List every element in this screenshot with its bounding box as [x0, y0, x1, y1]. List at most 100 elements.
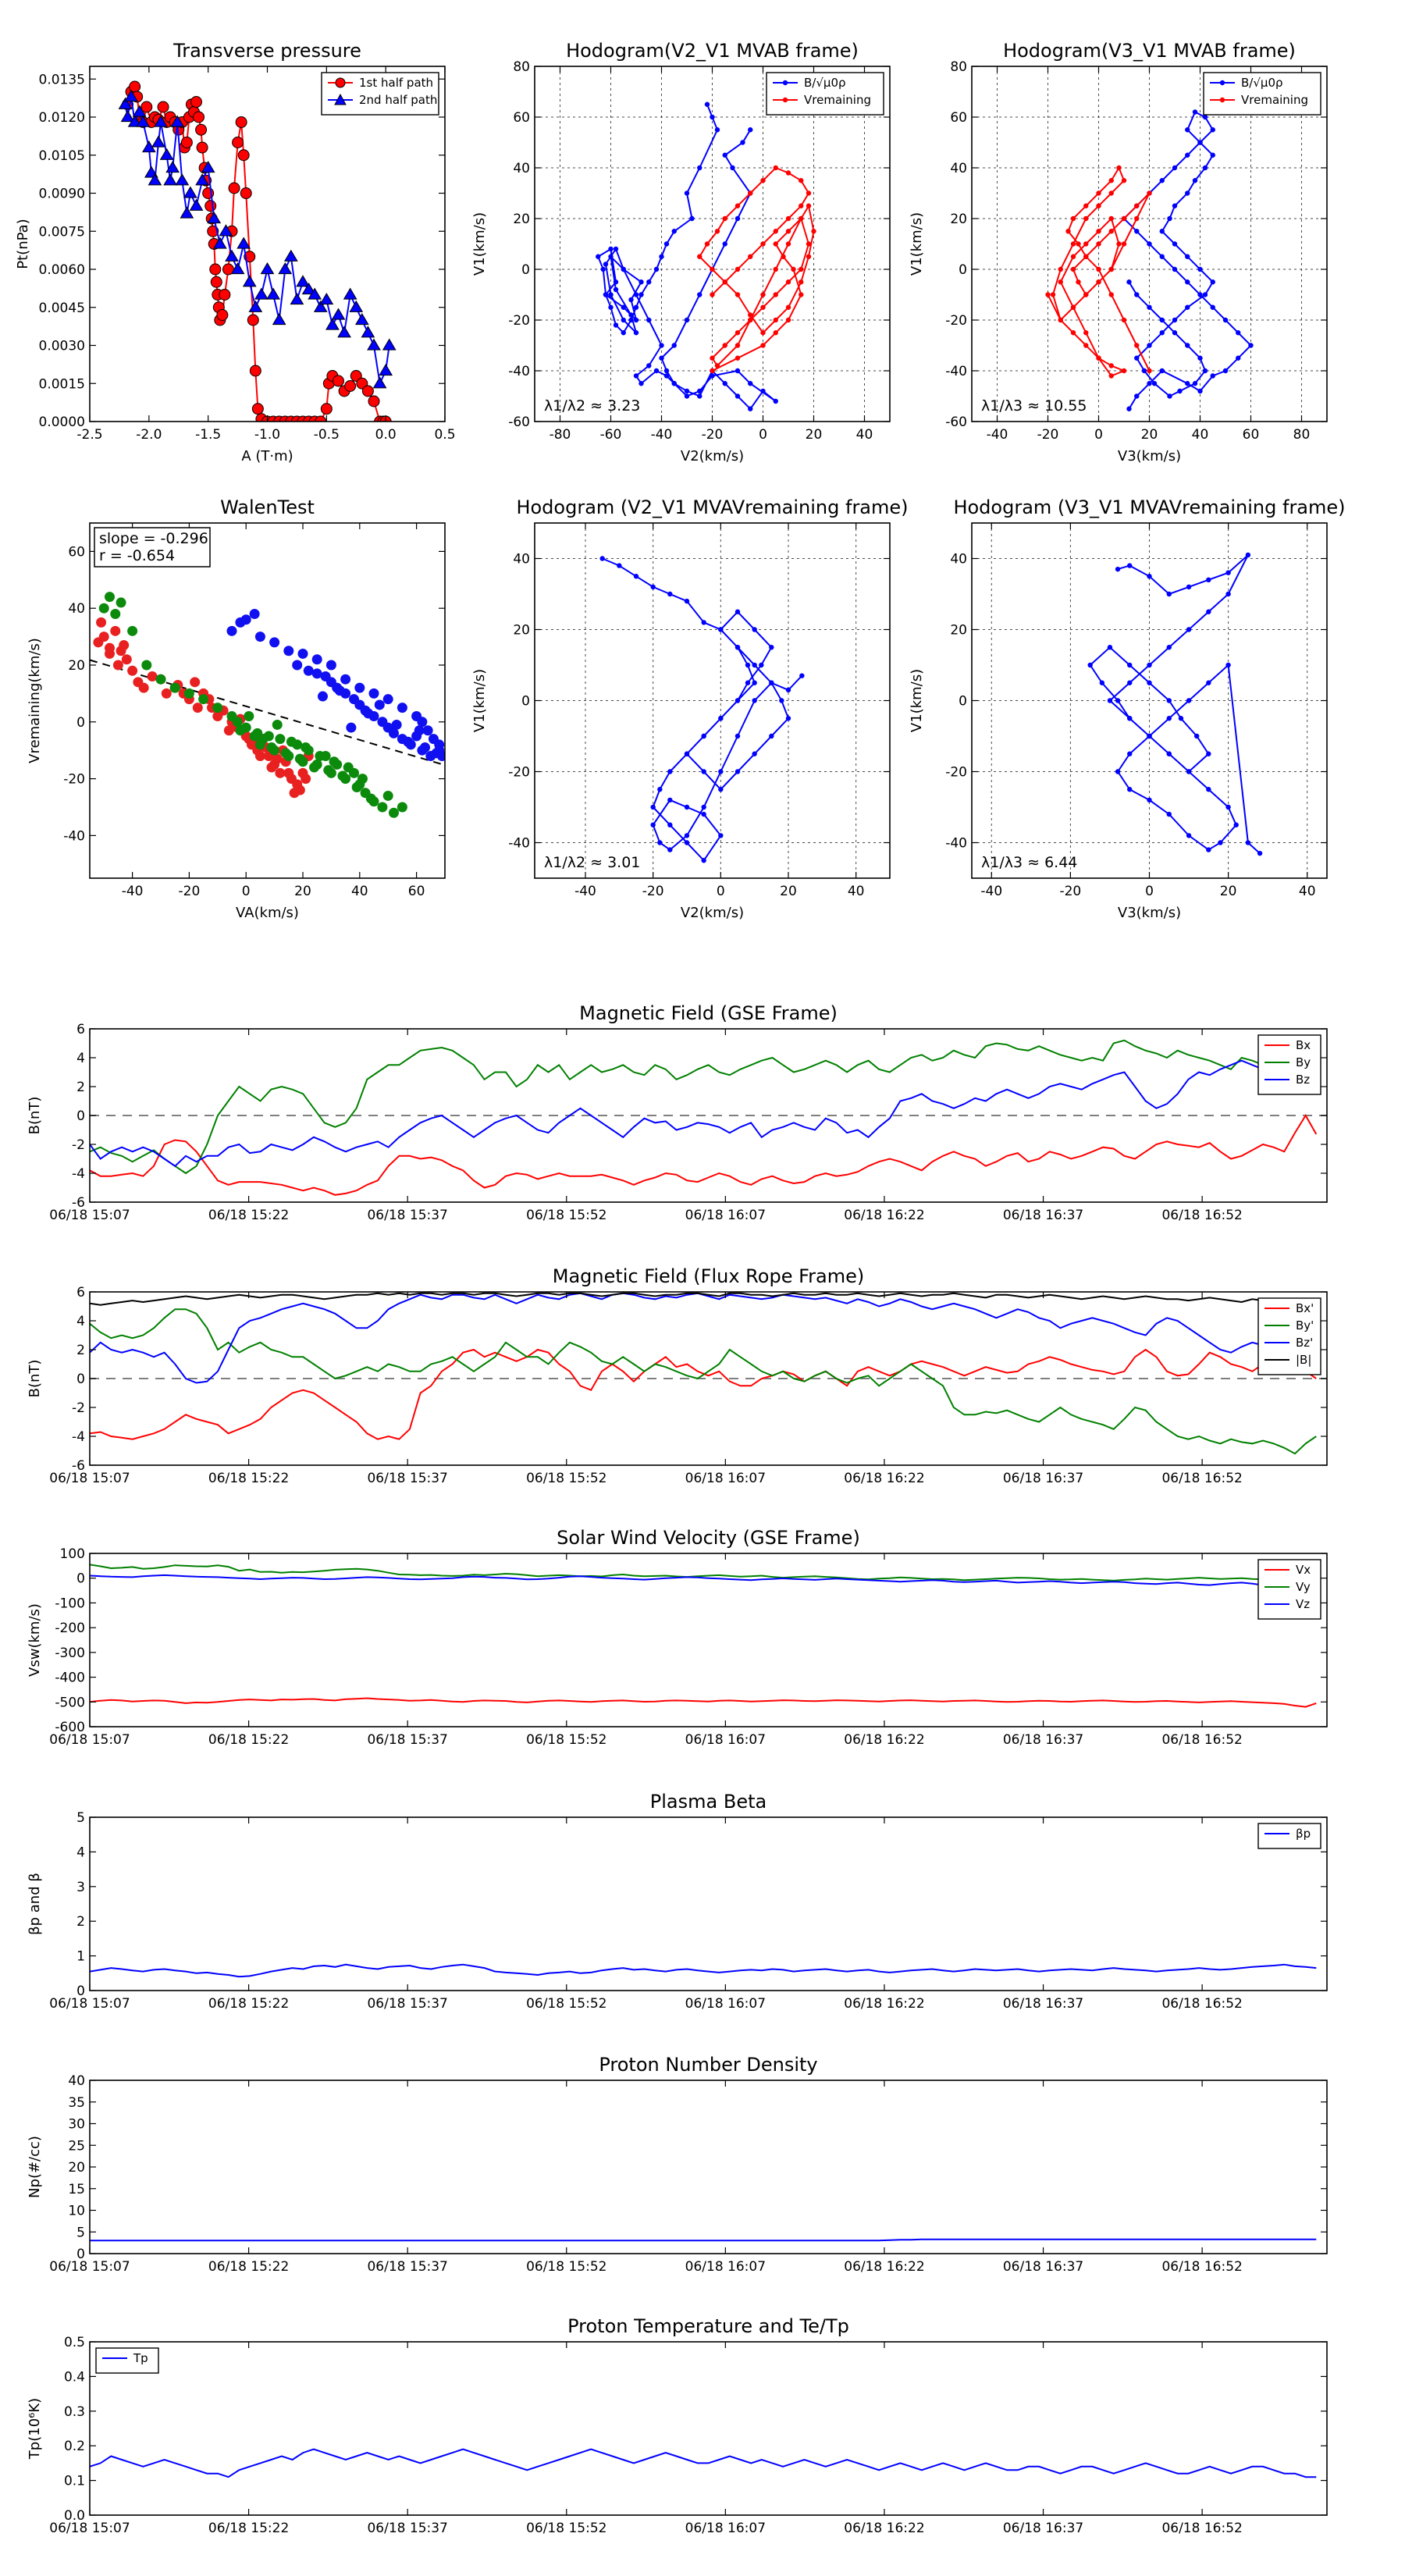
y-tick-label: 20	[950, 212, 967, 227]
data-point	[799, 203, 804, 208]
fit-line	[90, 659, 445, 767]
y-tick-label: 4	[76, 1051, 85, 1066]
data-point	[710, 368, 715, 374]
x-tick-label: 06/18 15:22	[208, 1732, 289, 1748]
y-tick-label: -6	[72, 1195, 85, 1211]
y-tick-label: -300	[55, 1646, 85, 1661]
data-point	[752, 662, 757, 668]
data-point	[1147, 680, 1152, 685]
data-point	[1058, 266, 1063, 272]
data-point	[1070, 330, 1076, 336]
data-point	[247, 314, 259, 326]
data-point	[760, 388, 766, 394]
data-point	[198, 694, 209, 705]
data-point	[1206, 787, 1211, 792]
data-point	[212, 703, 223, 713]
data-point	[1222, 368, 1229, 374]
data-point	[1096, 266, 1101, 272]
data-point	[1083, 215, 1089, 222]
data-point	[1236, 355, 1241, 361]
legend-label: Bx	[1296, 1038, 1311, 1052]
data-point	[382, 790, 393, 801]
y-tick-label: -20	[508, 313, 530, 329]
data-point	[650, 804, 656, 810]
data-point	[633, 304, 639, 310]
legend-marker	[782, 97, 788, 103]
plot-area	[90, 1292, 1318, 1455]
y-tick-label: 60	[68, 544, 85, 560]
data-point	[799, 266, 804, 272]
data-point	[769, 733, 774, 739]
y-tick-label: -400	[55, 1670, 85, 1686]
series-line	[90, 1039, 1317, 1175]
data-point	[1127, 662, 1133, 668]
data-point	[1045, 292, 1051, 297]
data-point	[1087, 662, 1093, 668]
series-line	[1089, 554, 1261, 854]
data-point	[600, 266, 606, 272]
data-point	[621, 330, 626, 336]
data-point	[628, 317, 634, 323]
data-point	[240, 614, 251, 625]
legend-label: By	[1296, 1055, 1311, 1069]
x-tick-label: 06/18 16:07	[685, 1471, 766, 1486]
x-tick-label: 06/18 15:37	[367, 1471, 447, 1486]
panel-title: Proton Number Density	[599, 2054, 817, 2076]
data-point	[1218, 840, 1223, 845]
data-point	[116, 597, 126, 608]
data-point	[773, 241, 778, 247]
y-tick-label: 0.0105	[39, 148, 85, 164]
data-point	[1096, 355, 1101, 361]
data-point	[659, 254, 664, 259]
y-axis-label: B(nT)	[27, 1097, 43, 1135]
y-tick-label: 0.4	[64, 2369, 85, 2385]
series-b	[90, 1292, 1317, 1306]
data-point	[684, 317, 690, 323]
y-tick-label: 0.0120	[39, 110, 85, 126]
axes-frame	[89, 2080, 1328, 2254]
data-point	[1108, 363, 1114, 368]
data-point	[1166, 716, 1172, 721]
data-point	[621, 304, 626, 310]
data-point	[388, 807, 399, 818]
series-line	[602, 557, 803, 862]
data-point	[1065, 229, 1071, 234]
data-point	[722, 343, 727, 348]
x-tick-label: -0.5	[314, 427, 340, 443]
data-point	[313, 300, 328, 312]
data-point	[748, 317, 753, 323]
data-point	[1083, 343, 1089, 348]
panel-title: Solar Wind Velocity (GSE Frame)	[557, 1527, 860, 1549]
data-point	[110, 608, 121, 619]
y-tick-label: 80	[950, 59, 967, 75]
y-tick-label: 0.0045	[39, 301, 85, 316]
data-point	[297, 648, 308, 659]
data-point	[1225, 570, 1231, 575]
data-point	[722, 241, 727, 247]
data-point	[195, 173, 209, 186]
x-tick-label: 06/18 16:52	[1161, 1732, 1242, 1748]
y-tick-label: -60	[945, 415, 967, 430]
x-tick-label: 06/18 15:52	[526, 1471, 606, 1486]
data-point	[608, 304, 614, 310]
x-tick-label: 20	[294, 884, 311, 899]
x-tick-label: -20	[179, 884, 201, 899]
panel-title: Proton Temperature and Te/Tp	[567, 2315, 849, 2337]
data-point	[1172, 241, 1178, 247]
y-axis-label: Tp(10⁶K)	[27, 2398, 43, 2460]
data-point	[170, 115, 185, 127]
data-point	[1134, 229, 1140, 234]
data-point	[96, 617, 107, 628]
data-point	[1147, 574, 1152, 579]
data-point	[228, 182, 240, 194]
y-tick-label: 0.3	[64, 2404, 85, 2420]
x-tick-label: 06/18 15:52	[526, 2521, 606, 2536]
plot-area	[596, 101, 816, 411]
data-point	[752, 751, 757, 756]
data-point	[1107, 645, 1113, 650]
y-tick-label: 6	[76, 1285, 85, 1300]
data-point	[748, 381, 753, 386]
data-point	[745, 662, 751, 668]
data-point	[136, 115, 151, 127]
data-point	[148, 173, 162, 186]
